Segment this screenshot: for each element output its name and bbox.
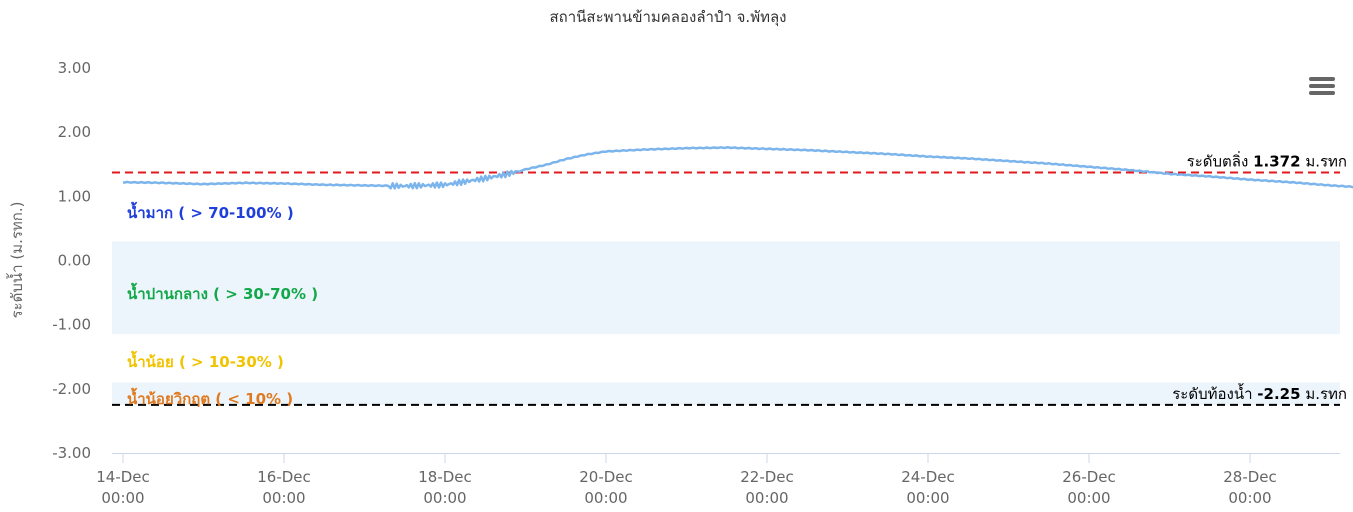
reference-line-label-unit: ม.รทก <box>1305 385 1347 403</box>
x-tick-label-date: 14-Dec <box>96 468 150 486</box>
x-tick-label-time: 00:00 <box>745 489 788 507</box>
reference-line-label-unit: ม.รทก <box>1305 152 1347 170</box>
reference-line-label: ระดับตลิ่ง 1.372 ม.รทก <box>1187 150 1347 170</box>
x-tick-label-date: 26-Dec <box>1062 468 1116 486</box>
x-tick-label-date: 28-Dec <box>1223 468 1277 486</box>
reference-line-label-prefix: ระดับท้องน้ำ <box>1172 383 1252 403</box>
x-tick-label-date: 16-Dec <box>257 468 311 486</box>
x-tick-label-date: 24-Dec <box>901 468 955 486</box>
zone-band <box>112 241 1340 335</box>
chart-title: สถานีสะพานข้ามคลองลำปำ จ.พัทลุง <box>550 8 787 27</box>
x-tick-label-date: 18-Dec <box>418 468 472 486</box>
y-tick-label: 1.00 <box>58 187 91 205</box>
x-tick-label-date: 20-Dec <box>579 468 633 486</box>
y-tick-label: -2.00 <box>52 380 91 398</box>
hamburger-menu-icon[interactable] <box>1309 74 1335 98</box>
zone-label: น้ำน้อย ( > 10-30% ) <box>127 350 284 371</box>
x-tick-label-date: 22-Dec <box>740 468 794 486</box>
x-tick-label-time: 00:00 <box>423 489 466 507</box>
reference-line-label-value: 1.372 <box>1253 152 1300 170</box>
x-tick-label: 24-Dec 00:00 <box>901 468 955 507</box>
zone-label: น้ำมาก ( > 70-100% ) <box>127 201 294 222</box>
x-tick-label: 26-Dec 00:00 <box>1062 468 1116 507</box>
x-tick-label: 14-Dec 00:00 <box>96 468 150 507</box>
y-tick-label: -3.00 <box>52 444 91 462</box>
x-tick-label-time: 00:00 <box>101 489 144 507</box>
x-tick-label: 16-Dec 00:00 <box>257 468 311 507</box>
x-tick-label: 22-Dec 00:00 <box>740 468 794 507</box>
y-tick-label: -1.00 <box>52 316 91 334</box>
zone-label: น้ำปานกลาง ( > 30-70% ) <box>127 282 318 303</box>
zone-labels: น้ำมาก ( > 70-100% ) น้ำปานกลาง ( > 30-70… <box>127 201 318 408</box>
x-tick-label-time: 00:00 <box>906 489 949 507</box>
zone-label: น้ำน้อยวิกฤต ( < 10% ) <box>127 387 293 408</box>
zone-bands <box>112 145 1340 405</box>
zone-band <box>112 145 1340 242</box>
x-tick-label-time: 00:00 <box>584 489 627 507</box>
zone-band <box>112 382 1340 405</box>
x-tick-label: 20-Dec 00:00 <box>579 468 633 507</box>
water-level-series-line <box>123 146 1353 190</box>
x-axis: 14-Dec 00:00 16-Dec 00:00 18-Dec 00:00 20-Dec 0… <box>96 453 1340 507</box>
reference-line-label-prefix: ระดับตลิ่ง <box>1187 150 1249 170</box>
reference-line-label-value: -2.25 <box>1257 385 1300 403</box>
x-tick-label: 28-Dec 00:00 <box>1223 468 1277 507</box>
zone-band <box>112 334 1340 383</box>
x-tick-label: 18-Dec 00:00 <box>418 468 472 507</box>
y-axis: 3.00 2.00 1.00 0.00 -1.00 -2.00 -3.00 <box>52 59 91 462</box>
x-tick-label-time: 00:00 <box>1067 489 1110 507</box>
series-layer <box>123 146 1353 190</box>
y-tick-label: 0.00 <box>58 252 91 270</box>
reference-line-label: ระดับท้องน้ำ -2.25 ม.รทก <box>1172 383 1347 403</box>
y-axis-title: ระดับน้ำ (ม.รทก.) <box>6 202 26 319</box>
x-tick-label-time: 00:00 <box>262 489 305 507</box>
x-tick-label-time: 00:00 <box>1228 489 1271 507</box>
y-tick-label: 2.00 <box>58 123 91 141</box>
y-tick-label: 3.00 <box>58 59 91 77</box>
